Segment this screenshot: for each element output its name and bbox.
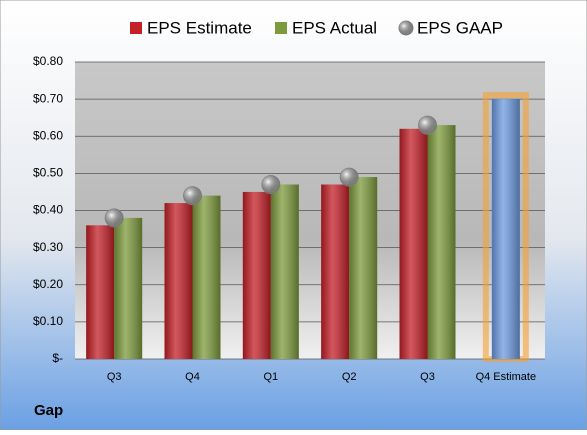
- y-tick-label: $0.60: [33, 128, 63, 142]
- bar-shine: [192, 195, 221, 359]
- y-tick-label: $0.20: [33, 277, 63, 291]
- legend-swatch-shine: [399, 21, 413, 35]
- bar-shine: [114, 217, 143, 359]
- bar-shine: [270, 184, 299, 359]
- x-tick-label: Q4 Estimate: [476, 371, 537, 383]
- legend-swatch: [275, 22, 287, 34]
- x-tick-label: Q3: [420, 371, 435, 383]
- gaap-point-shine: [340, 168, 359, 187]
- legend-swatch: [130, 22, 142, 34]
- x-tick-label: Q1: [263, 371, 278, 383]
- legend-label: EPS Actual: [292, 18, 377, 37]
- y-tick-label: $0.70: [33, 91, 63, 105]
- y-tick-label: $0.10: [33, 314, 63, 328]
- footer: Gap: [34, 402, 63, 419]
- gaap-point-shine: [183, 186, 202, 205]
- bar-shine: [399, 128, 428, 359]
- gaap-point-shine: [418, 116, 437, 135]
- bar-shine: [164, 203, 193, 359]
- bar-shine: [491, 99, 520, 359]
- x-tick-label: Q4: [185, 371, 200, 383]
- bar-shine: [349, 177, 378, 359]
- x-tick-label: Q2: [342, 371, 357, 383]
- y-tick-label: $0.80: [33, 54, 63, 68]
- y-tick-label: $0.30: [33, 240, 63, 254]
- y-tick-label: $0.40: [33, 203, 63, 217]
- legend-label: EPS GAAP: [417, 18, 503, 37]
- bar-shine: [242, 191, 271, 359]
- bar-shine: [86, 225, 115, 359]
- y-tick-label: $0.50: [33, 166, 63, 180]
- x-tick-label: Q3: [107, 371, 122, 383]
- gaap-point-shine: [261, 175, 280, 194]
- gaap-point-shine: [105, 208, 124, 227]
- bar-shine: [427, 125, 456, 359]
- y-tick-label: $-: [52, 351, 63, 365]
- bar-shine: [321, 184, 350, 359]
- legend-label: EPS Estimate: [147, 18, 252, 37]
